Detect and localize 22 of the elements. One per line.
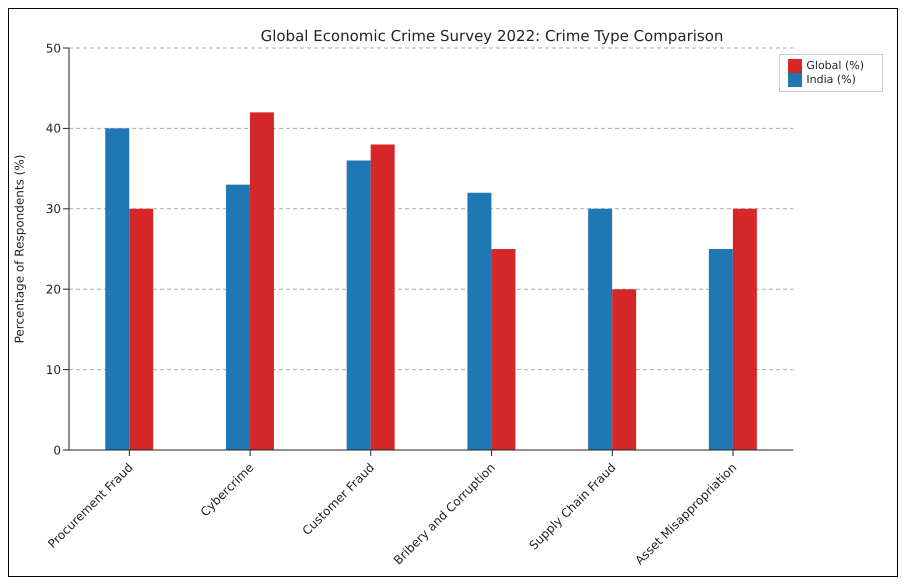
y-tick-label: 50	[46, 41, 61, 56]
bar	[612, 289, 636, 450]
bar	[105, 128, 130, 450]
legend-label: Global (%)	[806, 59, 864, 72]
bar	[732, 208, 757, 450]
bar	[226, 184, 250, 450]
bar	[467, 192, 492, 450]
bar	[370, 144, 395, 450]
bar	[250, 112, 274, 450]
y-tick-label: 40	[46, 122, 61, 136]
bar	[346, 160, 371, 450]
y-tick-label: 0	[53, 443, 61, 458]
y-tick-label: 20	[46, 282, 61, 296]
bar	[491, 249, 516, 450]
y-tick-label: 10	[46, 362, 61, 377]
y-tick-label: 30	[46, 202, 61, 216]
chart-title: Global Economic Crime Survey 2022: Crime Type Comparison	[260, 27, 724, 45]
bar	[588, 208, 612, 450]
y-axis-title: Percentage of Respondents (%)	[12, 154, 26, 344]
bar	[129, 208, 154, 450]
legend-label: India (%)	[806, 73, 856, 86]
bar	[708, 249, 733, 450]
